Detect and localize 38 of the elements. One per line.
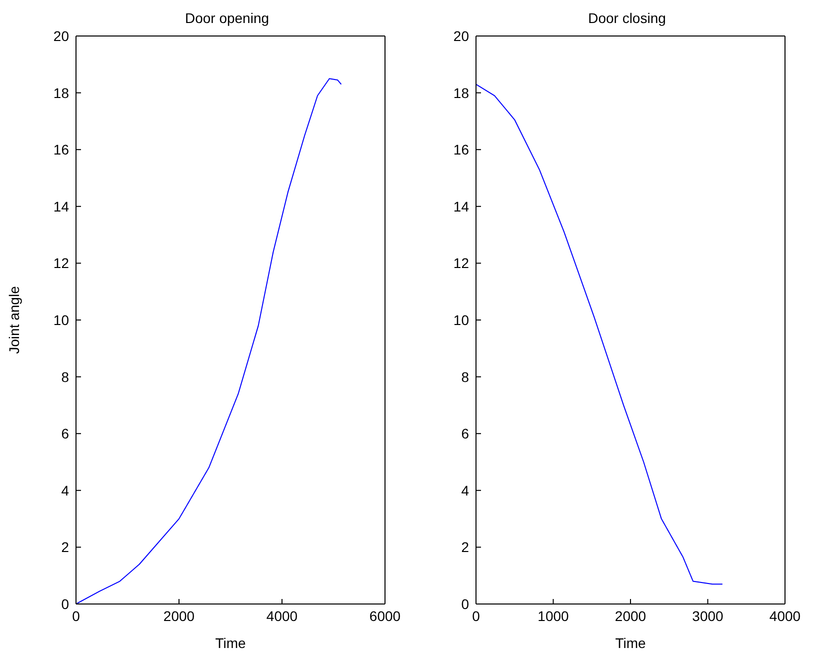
- y-axis-title: Joint angle: [6, 286, 22, 354]
- y-tick-label: 12: [453, 255, 470, 272]
- x-tick-label: 2000: [614, 608, 646, 624]
- y-tick-label: 8: [461, 368, 470, 385]
- y-tick-label: 12: [53, 255, 70, 272]
- y-tick-label: 20: [53, 28, 70, 44]
- line-series: [76, 78, 342, 604]
- y-tick-label: 18: [453, 84, 470, 101]
- y-tick-label: 8: [61, 368, 70, 385]
- x-axis-title: Time: [615, 635, 646, 651]
- x-axis-title: Time: [215, 635, 246, 651]
- y-tick-label: 10: [453, 312, 470, 328]
- chart-title: Door opening: [184, 10, 270, 26]
- x-tick-label: 0: [472, 608, 480, 624]
- y-tick-label: 16: [453, 142, 470, 158]
- y-tick-label: 14: [453, 198, 470, 214]
- y-tick-label: 2: [61, 539, 70, 556]
- x-tick-label: 4000: [266, 608, 298, 624]
- y-tick-label: 20: [453, 28, 470, 44]
- x-tick-label: 6000: [369, 608, 401, 624]
- chart-title: Door closing: [587, 10, 667, 26]
- y-tick-label: 10: [53, 312, 70, 328]
- x-tick-label: 3000: [692, 608, 724, 624]
- y-tick-label: 4: [61, 482, 70, 498]
- x-tick-label: 2000: [163, 608, 195, 624]
- line-series: [476, 84, 723, 585]
- y-tick-label: 0: [461, 596, 470, 612]
- x-tick-label: 4000: [769, 608, 801, 624]
- x-tick-label: 0: [72, 608, 80, 624]
- y-tick-label: 6: [461, 426, 470, 442]
- x-tick-label: 1000: [538, 608, 570, 624]
- y-tick-label: 16: [53, 142, 70, 158]
- y-tick-label: 6: [61, 426, 70, 442]
- y-tick-label: 18: [53, 84, 70, 101]
- y-tick-label: 4: [461, 482, 470, 498]
- y-tick-label: 0: [61, 596, 70, 612]
- y-tick-label: 14: [53, 198, 70, 214]
- y-tick-label: 2: [461, 539, 470, 556]
